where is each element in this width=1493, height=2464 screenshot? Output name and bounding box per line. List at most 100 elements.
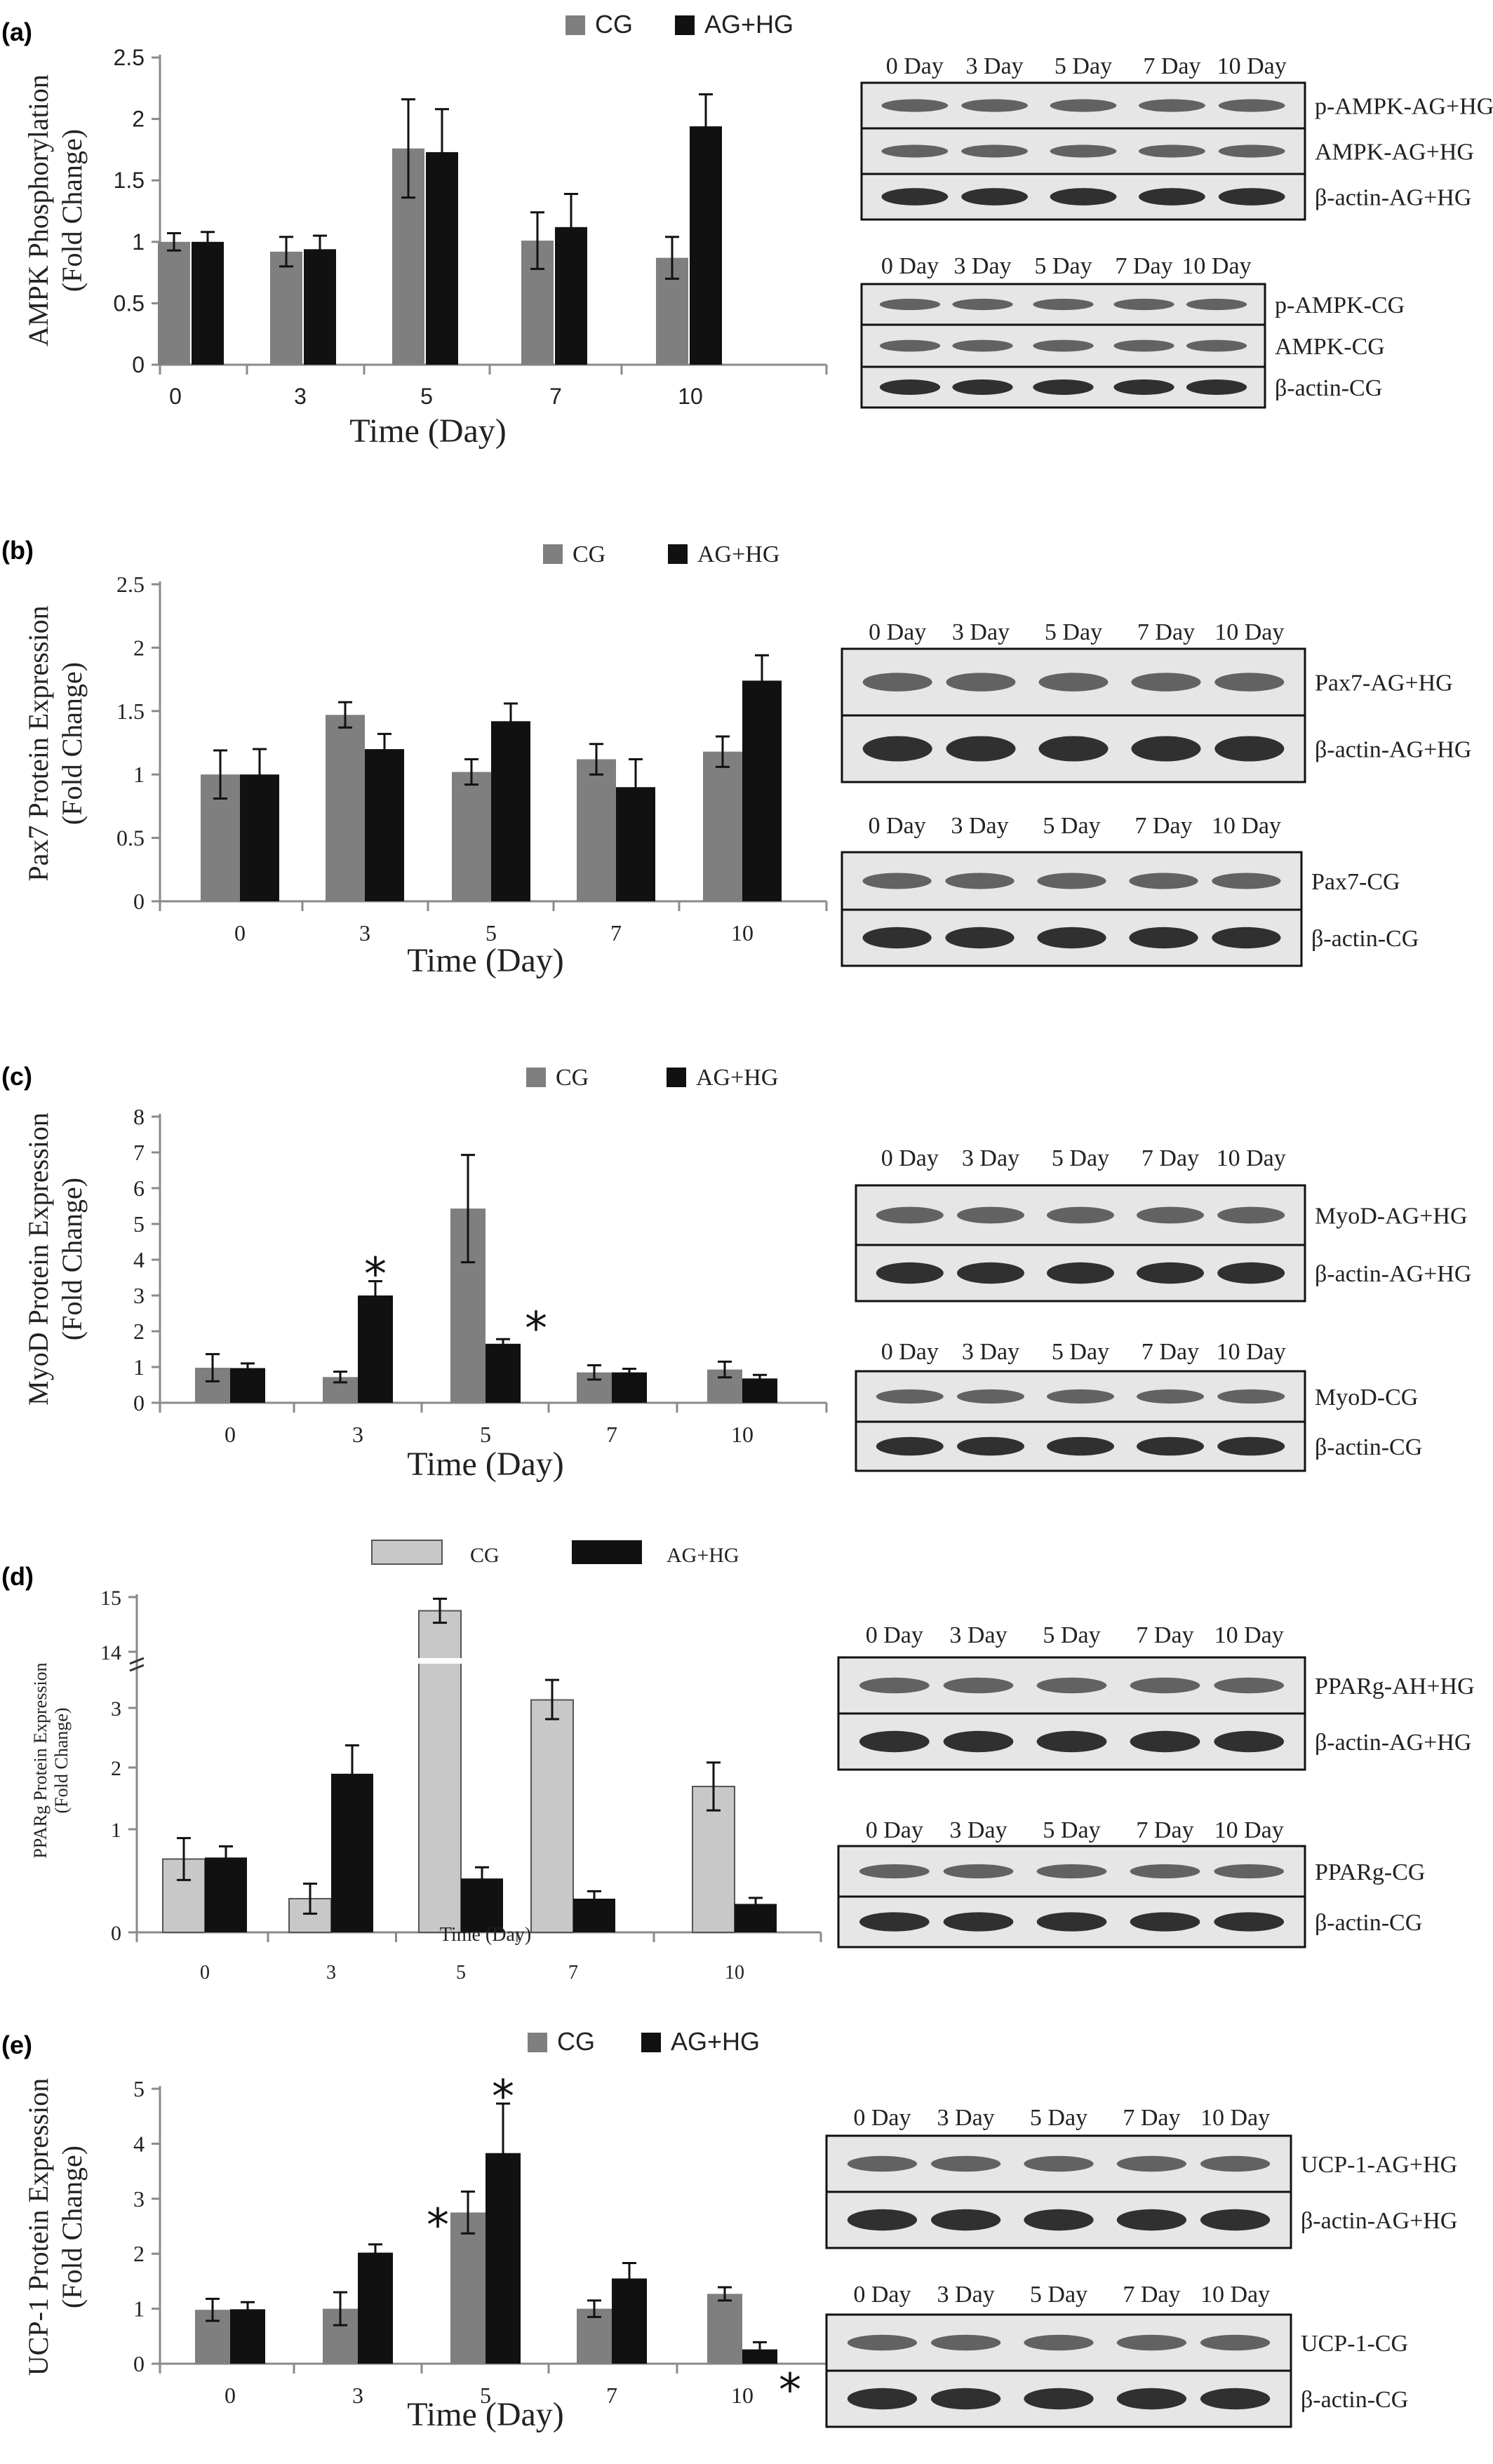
blot-day-label: 3 Day	[966, 53, 1024, 79]
y-tick-label: 3	[133, 1283, 145, 1308]
blot-band	[1036, 1677, 1107, 1694]
blot-band	[879, 298, 941, 311]
legend-label-ag-hg: AG+HG	[697, 541, 779, 567]
blot-band	[1037, 927, 1106, 949]
blot-band	[1116, 2388, 1187, 2410]
blot-panel-2: 0 Day 3 Day 5 Day 7 Day 10 Day Pax7-AG+HG β-ac…	[841, 619, 1471, 967]
y-tick-label: 14	[100, 1641, 121, 1664]
blot-band	[1038, 736, 1109, 762]
blot-day-label: 3 Day	[962, 1339, 1019, 1365]
legend-label-cg: CG	[470, 1544, 500, 1567]
blot-band	[1116, 2155, 1187, 2172]
blot-day-label: 0 Day	[866, 1622, 923, 1648]
ag-hg-bar-day-0	[205, 1857, 247, 1932]
blot-day-label: 10 Day	[1200, 2105, 1270, 2131]
blot-band	[1137, 1436, 1204, 1456]
blot-day-label: 0 Day	[869, 619, 926, 645]
blot-day-label: 10 Day	[1214, 1817, 1284, 1843]
blot-band	[1217, 1436, 1285, 1456]
blot-row-label: β-actin-AG+HG	[1315, 1261, 1471, 1287]
blot-band	[1024, 2334, 1094, 2351]
blot-day-label: 3 Day	[962, 1145, 1019, 1171]
blot-row-label: UCP-1-AG+HG	[1301, 2152, 1457, 2178]
axis-break-mark	[129, 1657, 145, 1665]
blot-band	[1129, 927, 1198, 949]
x-tick-label: 3	[352, 2383, 363, 2408]
blot-day-label: 7 Day	[1136, 1622, 1193, 1648]
blot-row-label: p-AMPK-CG	[1275, 292, 1405, 318]
blot-day-label: 0 Day	[881, 253, 939, 279]
blot-band	[1137, 1262, 1204, 1284]
y-axis-label: Pax7 Protein Expression(Fold Change)	[22, 605, 88, 881]
blot-band	[945, 927, 1015, 949]
x-axis-label: Time (Day)	[407, 2396, 564, 2433]
x-tick-label: 5	[420, 384, 433, 409]
legend-swatch-ag-hg	[668, 544, 688, 564]
ag-hg-bar-day-0	[230, 1368, 265, 1403]
blot-day-label: 7 Day	[1137, 619, 1195, 645]
blot-day-label: 10 Day	[1212, 813, 1281, 839]
blot-band	[1137, 1389, 1204, 1404]
blot-day-label: 10 Day	[1217, 1145, 1286, 1171]
blot-day-label: 3 Day	[937, 2282, 995, 2308]
panel-label: (c)	[1, 1062, 32, 1091]
x-tick-label: 7	[610, 920, 622, 945]
y-tick-label: 3	[133, 2186, 145, 2211]
ag-hg-bar-day-0	[230, 2309, 265, 2364]
ag-hg-bar-day-10	[690, 126, 722, 365]
blot-band	[1186, 339, 1247, 352]
blot-band	[943, 1677, 1014, 1694]
blot-band	[930, 2155, 1001, 2172]
x-axis-label: Time (Day)	[349, 412, 507, 450]
legend-swatch-ag-hg	[641, 2033, 661, 2052]
y-tick-label: 15	[100, 1587, 121, 1610]
blot-band	[876, 1206, 944, 1224]
blot-day-label: 7 Day	[1123, 2105, 1180, 2131]
y-tick-label: 2	[111, 1757, 121, 1780]
x-tick-label: 0	[200, 1962, 210, 1984]
blot-band	[952, 298, 1013, 311]
blot-band	[862, 736, 932, 762]
blot-row-label: AMPK-CG	[1275, 334, 1385, 360]
blot-row-label: Pax7-CG	[1311, 869, 1400, 895]
blot-band	[1200, 2209, 1271, 2231]
x-tick-label: 3	[359, 920, 370, 945]
blot-day-label: 3 Day	[953, 253, 1011, 279]
blot-band	[946, 736, 1016, 762]
blot-band	[1050, 144, 1117, 158]
y-axis-label-line: (Fold Change)	[56, 129, 88, 292]
cg-bar-day-3	[270, 251, 302, 365]
blot-day-label: 0 Day	[853, 2282, 911, 2308]
blot-day-label: 0 Day	[881, 1145, 939, 1171]
blot-day-label: 3 Day	[949, 1622, 1007, 1648]
blot-band	[1131, 673, 1201, 692]
blot-band	[876, 1436, 944, 1456]
blot-band	[1038, 673, 1109, 692]
cg-bar-day-7	[530, 1699, 574, 1934]
y-tick-label: 0.5	[114, 290, 145, 316]
blot-day-label: 10 Day	[1214, 619, 1284, 645]
legend-swatch-ag-hg	[667, 1068, 686, 1087]
y-axis-label-line: (Fold Change)	[56, 662, 88, 825]
y-tick-label: 2.5	[114, 45, 145, 70]
y-tick-label: 1.5	[114, 168, 145, 193]
blot-day-label: 7 Day	[1115, 253, 1172, 279]
blot-day-label: 7 Day	[1136, 1817, 1193, 1843]
blot-day-label: 10 Day	[1217, 53, 1287, 79]
blot-day-label: 10 Day	[1217, 1339, 1286, 1365]
blot-band	[1218, 144, 1285, 158]
significance-asterisk: *	[364, 1249, 387, 1301]
blot-day-label: 0 Day	[853, 2105, 911, 2131]
legend-label-ag-hg: AG+HG	[696, 1065, 778, 1091]
blot-band	[1129, 873, 1198, 889]
x-tick-label: 0	[225, 1422, 236, 1447]
y-axis-label-line: Pax7 Protein Expression	[22, 605, 54, 881]
blot-band	[1047, 1262, 1114, 1284]
blot-band	[881, 188, 949, 206]
blot-day-label: 5 Day	[1052, 1145, 1109, 1171]
blot-band	[1033, 298, 1094, 311]
ag-hg-bar-day-5	[491, 721, 530, 901]
panel-label: (d)	[1, 1562, 34, 1591]
blot-group: 0 Day 3 Day 5 Day 7 Day 10 Day MyoD-CG β-actin…	[855, 1339, 1422, 1472]
